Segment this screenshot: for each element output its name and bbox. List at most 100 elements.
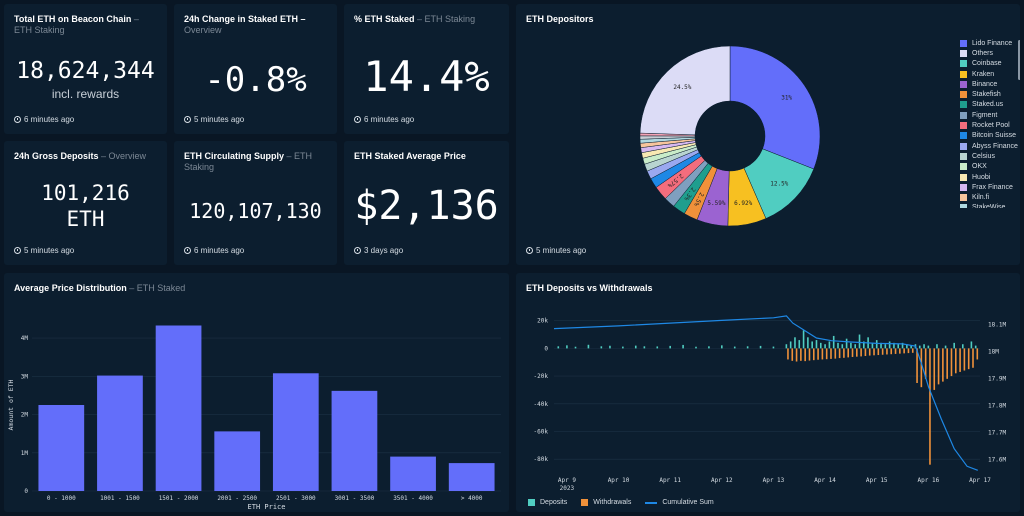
withdrawal-bar[interactable] [817,348,819,360]
deposit-bar[interactable] [682,344,684,349]
withdrawal-bar[interactable] [967,348,970,370]
pie-slice-lido-finance[interactable] [729,45,821,170]
deposit-bar[interactable] [798,340,801,349]
legend-item-lido-finance[interactable]: Lido Finance [960,38,1020,48]
deposit-bar[interactable] [863,341,865,349]
withdrawal-bar[interactable] [946,348,948,379]
legend-item-celsius[interactable]: Celsius [960,151,1020,161]
deposit-bar[interactable] [910,345,912,349]
withdrawal-bar[interactable] [911,348,914,353]
legend-item-stakefish[interactable]: Stakefish [960,89,1020,99]
withdrawal-bar[interactable] [856,348,858,357]
withdrawal-bar[interactable] [834,348,837,359]
deposit-bar[interactable] [961,344,964,349]
legend-item-abyss-finance[interactable]: Abyss Finance [960,141,1020,151]
deposit-bar[interactable] [854,344,857,349]
withdrawal-bar[interactable] [929,348,931,465]
withdrawal-bar[interactable] [825,348,828,360]
deposit-bar[interactable] [850,342,852,349]
withdrawal-bar[interactable] [907,348,910,354]
withdrawal-bar[interactable] [838,348,841,359]
deposit-bar[interactable] [802,330,805,349]
deposit-bar[interactable] [759,345,762,349]
bar-3001-3500[interactable] [331,390,378,491]
bar-2501-3000[interactable] [272,373,319,491]
withdrawal-bar[interactable] [864,348,867,356]
withdrawal-bar[interactable] [843,348,845,358]
withdrawal-bar[interactable] [924,348,927,379]
legend-item-withdrawals[interactable]: Withdrawals [581,499,631,506]
withdrawal-bar[interactable] [808,348,811,361]
legend-item-kiln-fi[interactable]: Kiln.fi [960,192,1020,202]
legend-item-rocket-pool[interactable]: Rocket Pool [960,120,1020,130]
deposit-bar[interactable] [880,342,882,349]
legend-item-figment[interactable]: Figment [960,110,1020,120]
withdrawal-bar[interactable] [954,348,957,374]
bar-3501-4000[interactable] [390,456,436,491]
pie-slice-others[interactable] [639,45,731,136]
withdrawal-bar[interactable] [920,348,923,388]
withdrawal-bar[interactable] [812,348,815,361]
legend-scrollbar[interactable] [1018,40,1020,80]
withdrawal-bar[interactable] [942,348,944,382]
withdrawal-bar[interactable] [894,348,897,354]
bar-1501-2000[interactable] [155,325,202,491]
deposit-bar[interactable] [811,341,813,349]
withdrawal-bar[interactable] [963,348,966,371]
deposit-bar[interactable] [841,344,844,349]
deposit-bar[interactable] [708,346,710,349]
bar-1001-1500[interactable] [97,375,143,491]
bar-0-1000[interactable] [38,405,85,491]
deposit-bar[interactable] [944,345,947,349]
withdrawal-bar[interactable] [937,348,940,385]
bar-2001-2500[interactable] [214,431,261,491]
deposit-bar[interactable] [871,342,874,349]
deposit-bar[interactable] [970,341,973,349]
withdrawal-bar[interactable] [959,348,961,372]
deposit-bar[interactable] [622,346,624,349]
legend-item-staked-us[interactable]: Staked.us [960,100,1020,110]
deposit-bar[interactable] [888,341,891,349]
deposit-bar[interactable] [927,345,930,349]
deposit-bar[interactable] [906,344,908,349]
deposit-bar[interactable] [721,345,723,349]
deposit-bar[interactable] [566,345,568,349]
withdrawal-bar[interactable] [868,348,871,356]
withdrawal-bar[interactable] [851,348,854,357]
withdrawal-bar[interactable] [860,348,862,357]
deposit-bar[interactable] [832,335,835,349]
deposit-bar[interactable] [828,341,831,349]
deposit-bar[interactable] [807,337,809,349]
deposit-bar[interactable] [893,342,895,349]
deposit-bar[interactable] [923,344,925,349]
deposit-bar[interactable] [634,345,637,349]
deposit-bar[interactable] [669,345,671,349]
withdrawal-bar[interactable] [903,348,905,354]
withdrawal-bar[interactable] [873,348,875,356]
deposit-bar[interactable] [794,337,796,349]
legend-item-okx[interactable]: OKX [960,162,1020,172]
withdrawal-bar[interactable] [787,348,789,360]
deposit-bar[interactable] [733,346,736,349]
withdrawal-bar[interactable] [800,348,802,361]
deposit-bar[interactable] [785,344,788,349]
withdrawal-bar[interactable] [881,348,884,355]
deposit-bar[interactable] [656,346,659,349]
legend-item-others[interactable]: Others [960,48,1020,58]
deposit-bar[interactable] [824,344,826,349]
deposit-bar[interactable] [609,345,611,349]
deposit-bar[interactable] [789,341,792,349]
withdrawal-bar[interactable] [821,348,824,360]
deposit-bar[interactable] [953,342,955,349]
legend-item-cumulative-sum[interactable]: Cumulative Sum [645,499,714,506]
deposit-bar[interactable] [918,345,921,349]
legend-item-huobi[interactable]: Huobi [960,172,1020,182]
withdrawal-bar[interactable] [916,348,918,383]
withdrawal-bar[interactable] [890,348,893,355]
deposit-bar[interactable] [772,346,775,349]
cumulative-sum-line[interactable] [553,315,979,471]
deposit-bar[interactable] [815,340,818,349]
withdrawal-bar[interactable] [886,348,888,355]
withdrawal-bar[interactable] [933,348,936,390]
deposit-bar[interactable] [557,346,560,349]
